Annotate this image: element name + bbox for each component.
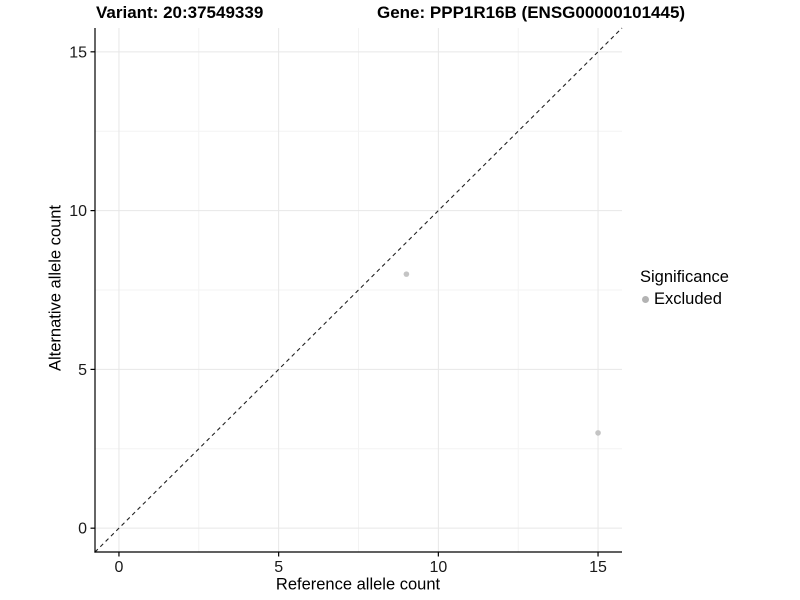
legend-entry-excluded: Excluded	[639, 290, 729, 309]
variant-title: Variant: 20:37549339	[96, 3, 264, 22]
y-tick-label: 15	[69, 44, 87, 61]
data-point	[403, 271, 410, 277]
y-tick-label: 5	[78, 362, 87, 379]
data-point	[595, 430, 601, 436]
x-tick-label: 0	[115, 559, 124, 576]
x-tick-label: 10	[429, 559, 447, 576]
legend: Significance Excluded	[639, 268, 729, 309]
legend-entry-label: Excluded	[654, 290, 722, 308]
x-tick-label: 5	[274, 559, 283, 576]
y-axis-title: Alternative allele count	[46, 204, 65, 372]
gene-title: Gene: PPP1R16B (ENSG00000101445)	[377, 3, 686, 22]
y-tick-label: 0	[78, 521, 87, 538]
y-tick-label: 10	[69, 203, 87, 220]
identity-dashed-line	[94, 27, 623, 553]
x-axis-title: Reference allele count	[275, 575, 441, 594]
x-tick-label: 15	[589, 559, 607, 576]
legend-title: Significance	[640, 268, 729, 286]
legend-point-icon	[642, 296, 649, 303]
